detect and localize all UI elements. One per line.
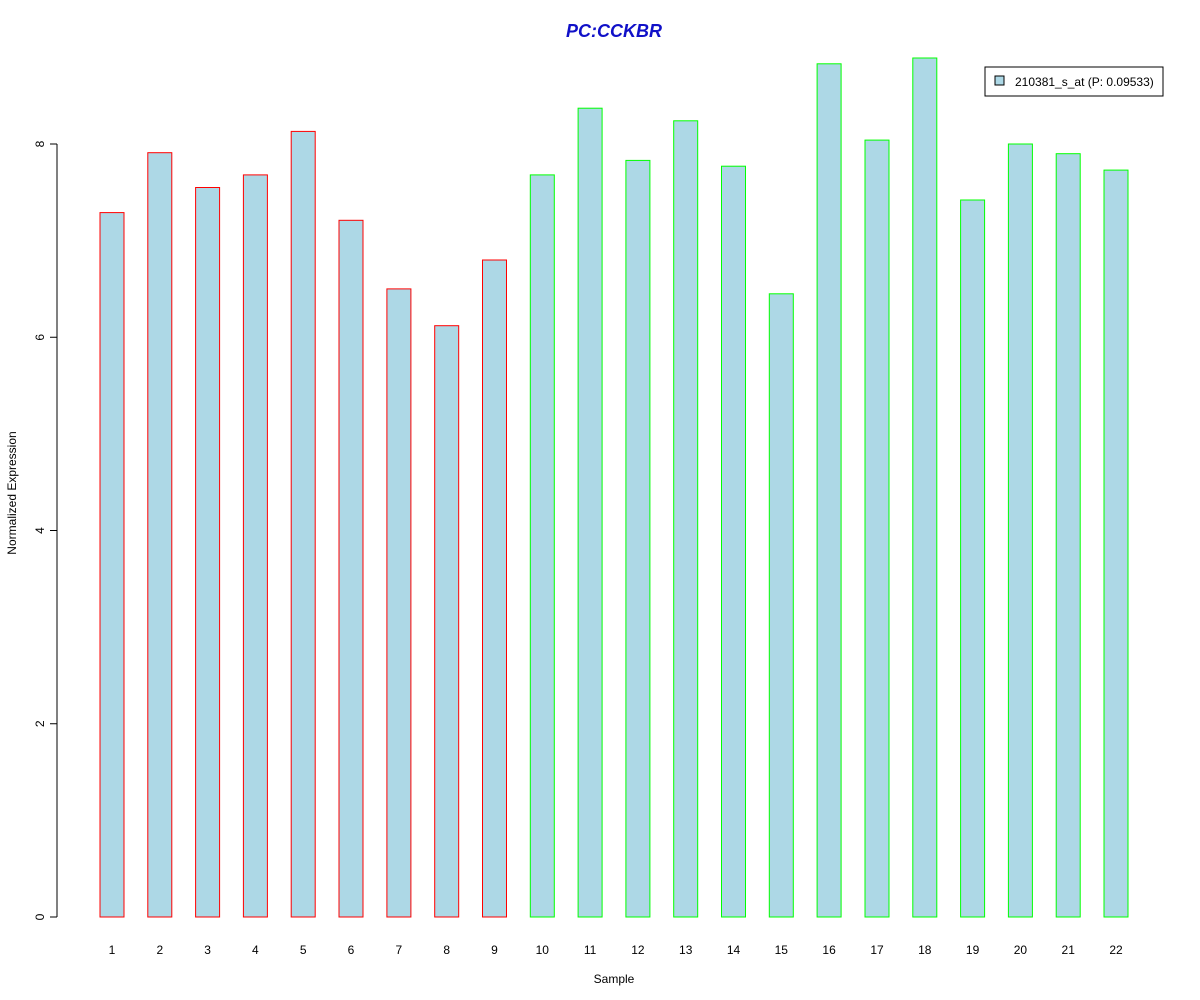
bar-sample-18 <box>912 57 938 918</box>
x-tick-label: 18 <box>918 943 932 957</box>
x-tick-label: 11 <box>584 943 597 957</box>
x-tick-label: 21 <box>1062 943 1076 957</box>
legend-label: 210381_s_at (P: 0.09533) <box>1015 75 1154 89</box>
x-tick-label: 9 <box>491 943 498 957</box>
x-tick-label: 2 <box>156 943 163 957</box>
bar-sample-19 <box>960 199 986 918</box>
y-tick-label: 0 <box>33 913 47 920</box>
bar-sample-14 <box>721 165 746 918</box>
x-tick-label: 6 <box>348 943 355 957</box>
bar-sample-8 <box>434 325 460 918</box>
bar-sample-11 <box>577 107 603 918</box>
bar-sample-16 <box>816 63 842 918</box>
bar-sample-3 <box>195 187 221 918</box>
x-tick-label: 7 <box>396 943 403 957</box>
x-tick-label: 16 <box>822 943 836 957</box>
legend: 210381_s_at (P: 0.09533) <box>984 66 1164 97</box>
chart-title: PC:CCKBR <box>566 21 662 41</box>
y-axis: 0 2 4 6 8 <box>33 140 58 920</box>
bar-sample-7 <box>386 288 412 918</box>
x-axis-label: Sample <box>594 972 635 986</box>
y-axis-label: Normalized Expression <box>5 431 19 554</box>
bar-sample-1 <box>99 212 125 918</box>
x-tick-label: 20 <box>1014 943 1028 957</box>
y-tick-label: 2 <box>33 720 47 727</box>
bar-sample-22 <box>1103 169 1129 918</box>
bar-sample-6 <box>338 219 364 918</box>
bar-sample-13 <box>673 120 699 918</box>
x-tick-label: 8 <box>443 943 450 957</box>
x-tick-label: 14 <box>727 943 741 957</box>
y-tick-label: 6 <box>33 334 47 341</box>
y-tick-label: 8 <box>33 140 47 147</box>
bar-sample-12 <box>625 159 651 918</box>
bar-sample-15 <box>768 293 794 918</box>
bar-sample-5 <box>290 130 316 918</box>
bar-sample-4 <box>242 174 268 918</box>
bar-sample-20 <box>1007 143 1033 918</box>
x-tick-label: 12 <box>631 943 645 957</box>
x-tick-label: 5 <box>300 943 307 957</box>
x-tick-label: 1 <box>109 943 116 957</box>
legend-box <box>984 66 1164 97</box>
x-tick-label: 22 <box>1109 943 1123 957</box>
x-tick-label: 17 <box>870 943 884 957</box>
bar-sample-2 <box>147 152 173 918</box>
bar-sample-9 <box>482 259 507 918</box>
x-tick-labels: 1 2 3 4 5 6 7 8 9 10 11 12 13 14 15 16 17 18 19 20 21 22 <box>109 943 1123 957</box>
bar-sample-21 <box>1055 153 1081 918</box>
x-tick-label: 3 <box>204 943 211 957</box>
x-tick-label: 19 <box>966 943 980 957</box>
bar-sample-10 <box>529 174 555 918</box>
bars-group <box>99 57 1129 918</box>
x-tick-label: 10 <box>536 943 550 957</box>
bar-sample-17 <box>864 139 890 918</box>
y-tick-label: 4 <box>33 527 47 534</box>
x-tick-label: 4 <box>252 943 259 957</box>
x-tick-label: 15 <box>775 943 789 957</box>
x-tick-label: 13 <box>679 943 693 957</box>
legend-swatch <box>994 75 1005 86</box>
